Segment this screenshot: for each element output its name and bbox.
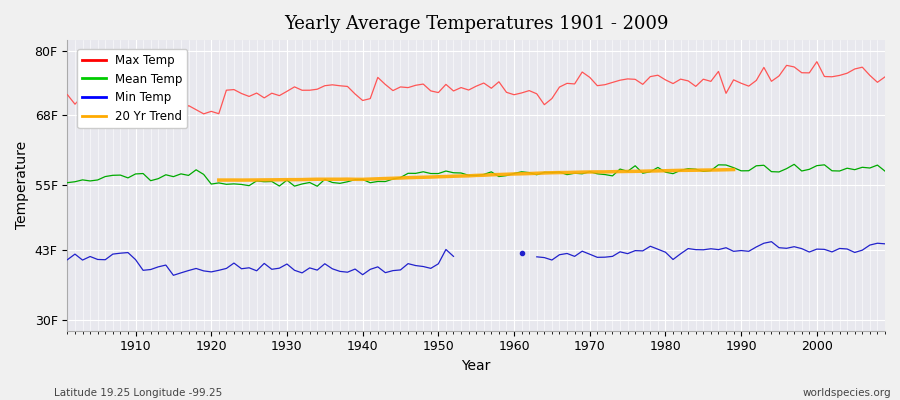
Legend: Max Temp, Mean Temp, Min Temp, 20 Yr Trend: Max Temp, Mean Temp, Min Temp, 20 Yr Tre… xyxy=(77,49,187,128)
X-axis label: Year: Year xyxy=(462,359,490,373)
Text: worldspecies.org: worldspecies.org xyxy=(803,388,891,398)
Title: Yearly Average Temperatures 1901 - 2009: Yearly Average Temperatures 1901 - 2009 xyxy=(284,15,669,33)
Y-axis label: Temperature: Temperature xyxy=(15,141,29,230)
Text: Latitude 19.25 Longitude -99.25: Latitude 19.25 Longitude -99.25 xyxy=(54,388,222,398)
